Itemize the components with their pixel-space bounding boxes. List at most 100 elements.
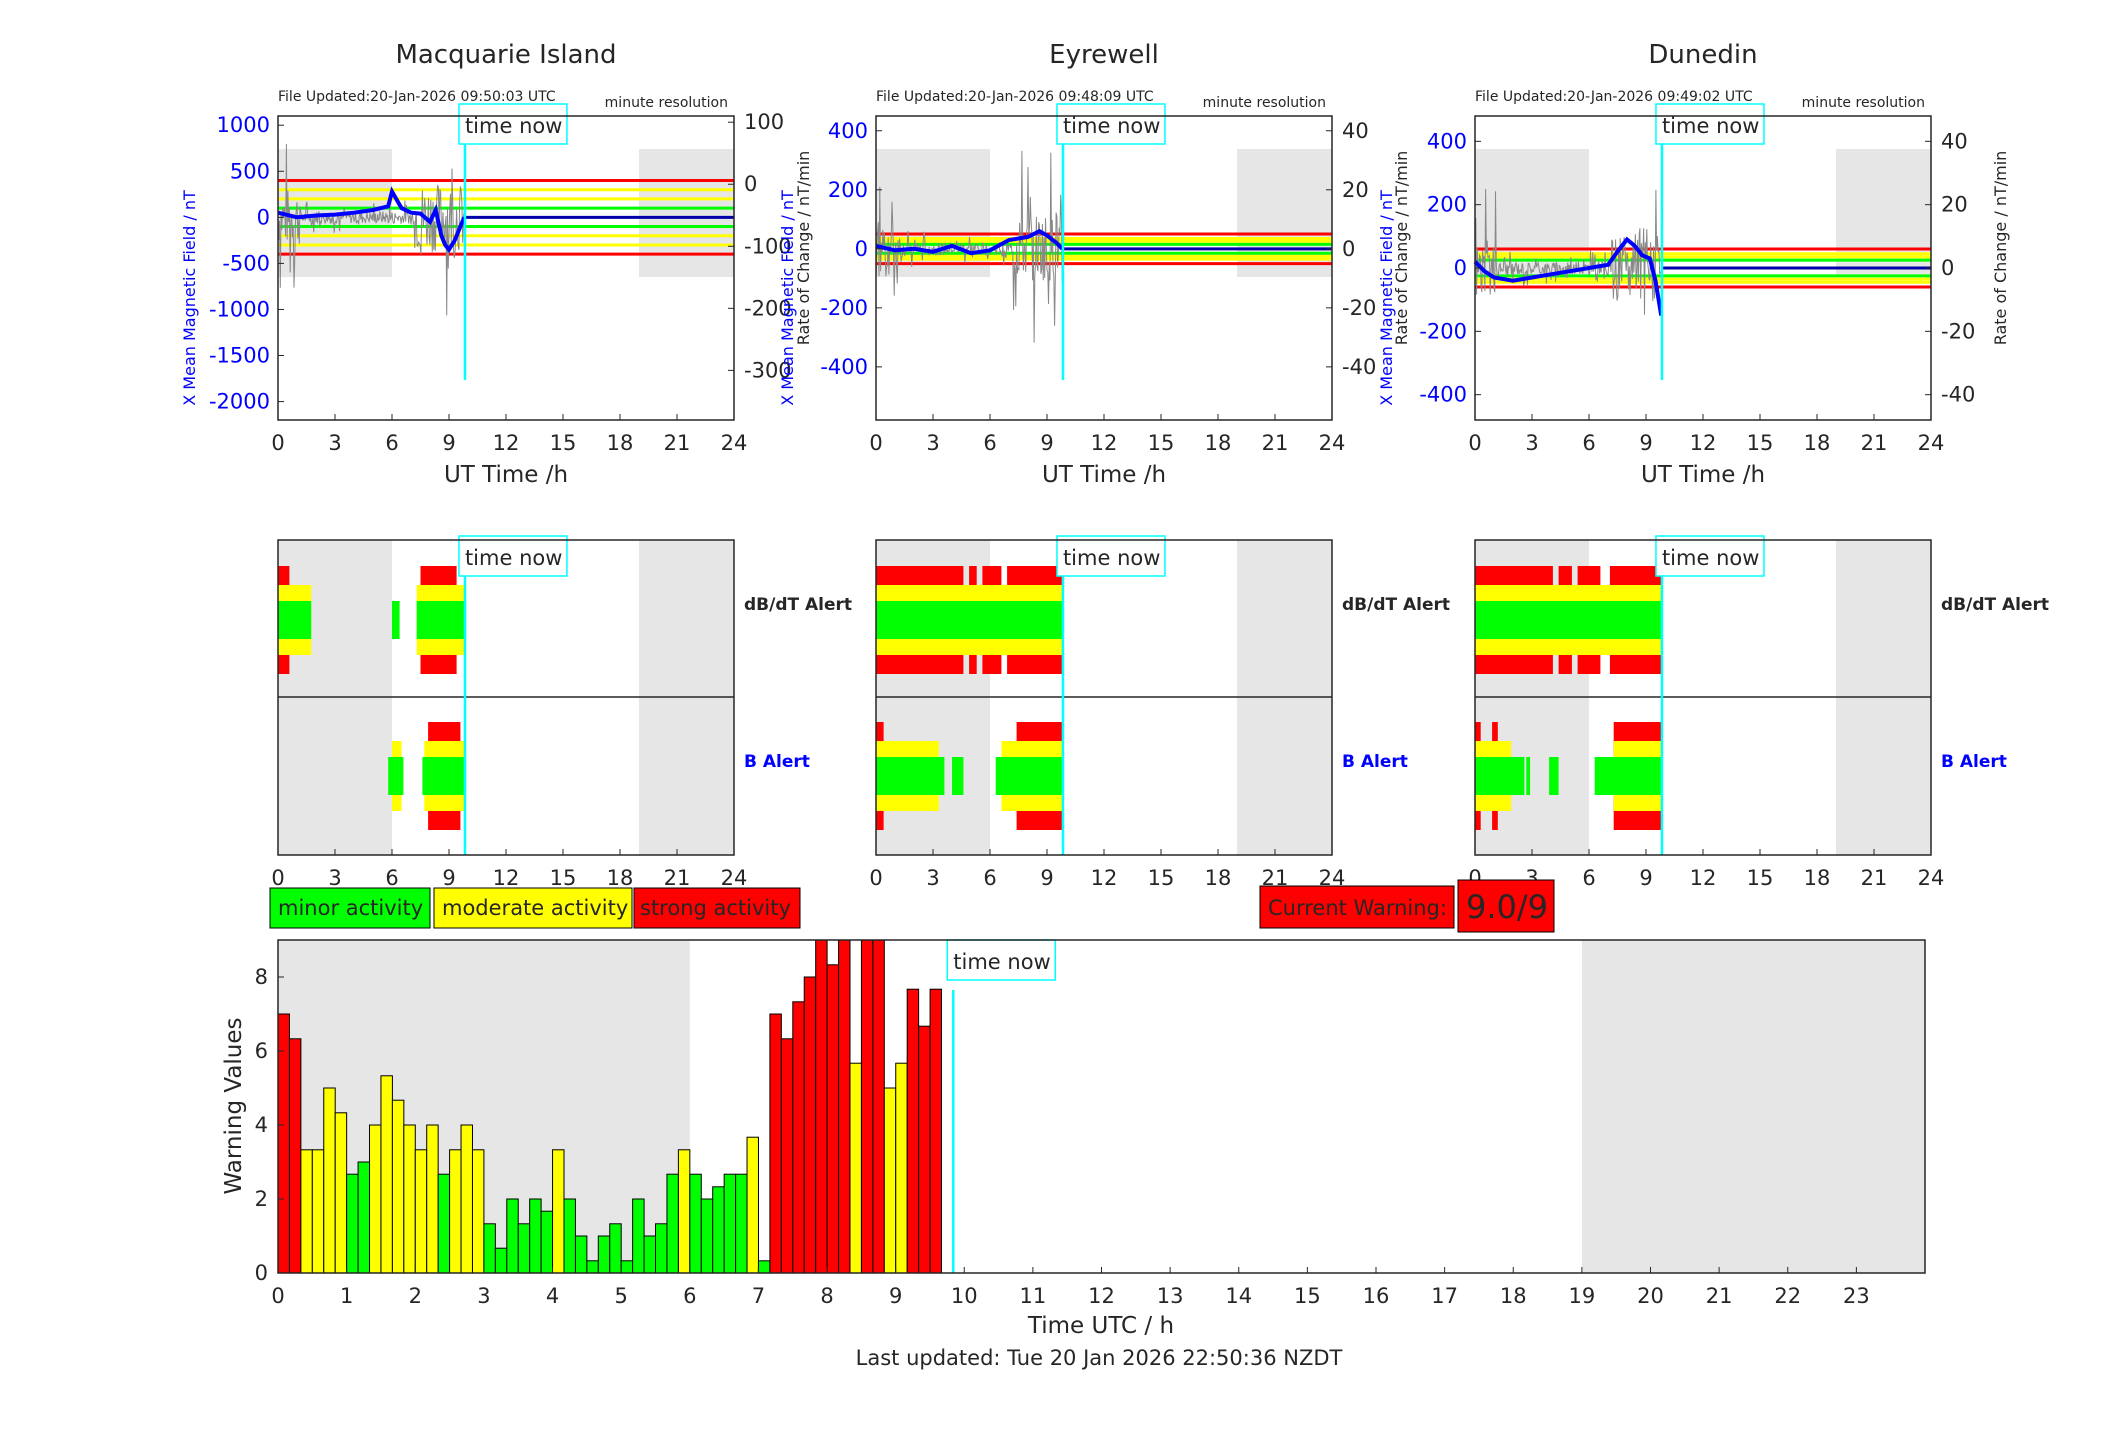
right-tick-label: 0 [744, 172, 757, 196]
right-tick-label: -100 [744, 234, 792, 258]
last-updated: Last updated: Tue 20 Jan 2026 22:50:36 N… [856, 1346, 1343, 1370]
warning-x-tick-label: 4 [546, 1284, 559, 1308]
warning-bar [460, 1124, 473, 1274]
alert-x-tick-label: 12 [493, 866, 520, 890]
dbdt-alert-label: dB/dT Alert [744, 595, 852, 615]
right-tick-label: 20 [1342, 178, 1369, 202]
left-tick-label: -2000 [209, 390, 270, 414]
x-tick-label: 0 [271, 431, 284, 455]
b-alert-label: B Alert [744, 752, 810, 772]
warning-y-tick-label: 2 [255, 1187, 268, 1211]
x-tick-label: 24 [1918, 431, 1945, 455]
warning-bar [437, 1173, 451, 1274]
x-tick-label: 3 [926, 431, 939, 455]
left-tick-label: 0 [257, 205, 270, 229]
x-tick-label: 9 [442, 431, 455, 455]
right-tick-label: 40 [1342, 119, 1369, 143]
warning-bar [346, 1173, 359, 1274]
x-tick-label: 12 [1091, 431, 1118, 455]
alert-x-tick-label: 0 [869, 866, 882, 890]
warning-x-tick-label: 22 [1774, 1284, 1801, 1308]
alert-x-tick-label: 18 [1205, 866, 1232, 890]
warning-x-tick-label: 8 [820, 1284, 833, 1308]
warning-axes-frame [277, 939, 1926, 1274]
warning-bar [380, 1075, 393, 1274]
x-tick-label: 12 [1690, 431, 1717, 455]
field-xlabel: UT Time /h [1042, 462, 1166, 488]
x-tick-label: 3 [328, 431, 341, 455]
time-now-label: time now [465, 114, 562, 138]
warning-bar [815, 939, 828, 1274]
left-tick-label: 400 [1427, 129, 1467, 153]
warning-bar [826, 964, 840, 1274]
alert-x-tick-label: 12 [1091, 866, 1118, 890]
warning-bar [792, 1001, 805, 1274]
warning-bar [552, 1149, 565, 1274]
warning-bar [426, 1124, 439, 1274]
warning-bar [929, 988, 943, 1274]
current-warning-value-box [1457, 879, 1555, 933]
alert-x-tick-label: 18 [1804, 866, 1831, 890]
alert-x-tick-label: 9 [1040, 866, 1053, 890]
legend-moderate-label: moderate activity [442, 896, 628, 920]
warning-bar [872, 939, 885, 1274]
legend-minor-label: minor activity [278, 896, 423, 920]
current-warning-label-box [1259, 885, 1455, 929]
warning-bar [918, 1025, 931, 1274]
right-tick-label: 0 [1342, 237, 1355, 261]
x-tick-label: 0 [869, 431, 882, 455]
right-axis-label: Rate of Change / nT/min [1392, 151, 1411, 346]
left-tick-label: 0 [1454, 256, 1467, 280]
alert-x-tick-label: 9 [442, 866, 455, 890]
b-alert-green-band [952, 757, 964, 795]
alert-time-now-box [1655, 535, 1765, 577]
x-tick-label: 9 [1639, 431, 1652, 455]
alert-x-tick-label: 12 [1690, 866, 1717, 890]
warning-x-tick-label: 19 [1569, 1284, 1596, 1308]
x-tick-label: 18 [1804, 431, 1831, 455]
right-axis-label: Rate of Change / nT/min [1991, 151, 2010, 346]
warning-bar [655, 1223, 668, 1274]
activity-legend: minor activity moderate activity strong … [269, 887, 801, 929]
warning-x-tick-label: 17 [1431, 1284, 1458, 1308]
x-tick-label: 0 [1468, 431, 1481, 455]
b-alert-label: B Alert [1342, 752, 1408, 772]
warning-bar [540, 1210, 554, 1274]
x-tick-label: 15 [1148, 431, 1175, 455]
dbdt-alert-green-band [392, 601, 400, 639]
current-warning-value: 9.0/9 [1466, 888, 1548, 926]
warning-bar [311, 1149, 325, 1274]
station-title: Eyrewell [1049, 40, 1159, 70]
dbdt-alert-green-band [416, 601, 467, 639]
right-tick-label: -20 [1342, 296, 1376, 320]
x-tick-label: 12 [493, 431, 520, 455]
warning-time-now-box [946, 939, 1057, 981]
x-tick-label: 21 [664, 431, 691, 455]
warning-bar [369, 1124, 382, 1274]
alert-x-tick-label: 24 [721, 866, 748, 890]
left-tick-label: -400 [820, 355, 868, 379]
b-alert-green-band [995, 757, 1063, 795]
alert-time-now-box [1056, 535, 1166, 577]
warning-bar [838, 939, 851, 1274]
left-tick-label: 200 [1427, 193, 1467, 217]
warning-x-tick-label: 2 [409, 1284, 422, 1308]
alert-x-tick-label: 0 [271, 866, 284, 890]
right-tick-label: 20 [1941, 193, 1968, 217]
alert-x-tick-label: 15 [1747, 866, 1774, 890]
b-alert-green-band [876, 757, 945, 795]
file-updated-text: File Updated:20-Jan-2026 09:48:09 UTC [876, 89, 1154, 105]
warning-bar [883, 1087, 897, 1274]
legend-strong-box [633, 887, 801, 929]
warning-bar [735, 1173, 748, 1274]
warning-bar [357, 1161, 371, 1274]
warning-bar [403, 1124, 416, 1274]
left-tick-label: 0 [855, 237, 868, 261]
rate-of-change-trace [875, 150, 1064, 343]
legend-minor-box [269, 887, 431, 929]
warning-bar [300, 1149, 313, 1274]
warning-bar [449, 1149, 462, 1274]
resolution-text: minute resolution [605, 95, 728, 111]
warning-x-tick-label: 1 [340, 1284, 353, 1308]
x-tick-label: 9 [1040, 431, 1053, 455]
